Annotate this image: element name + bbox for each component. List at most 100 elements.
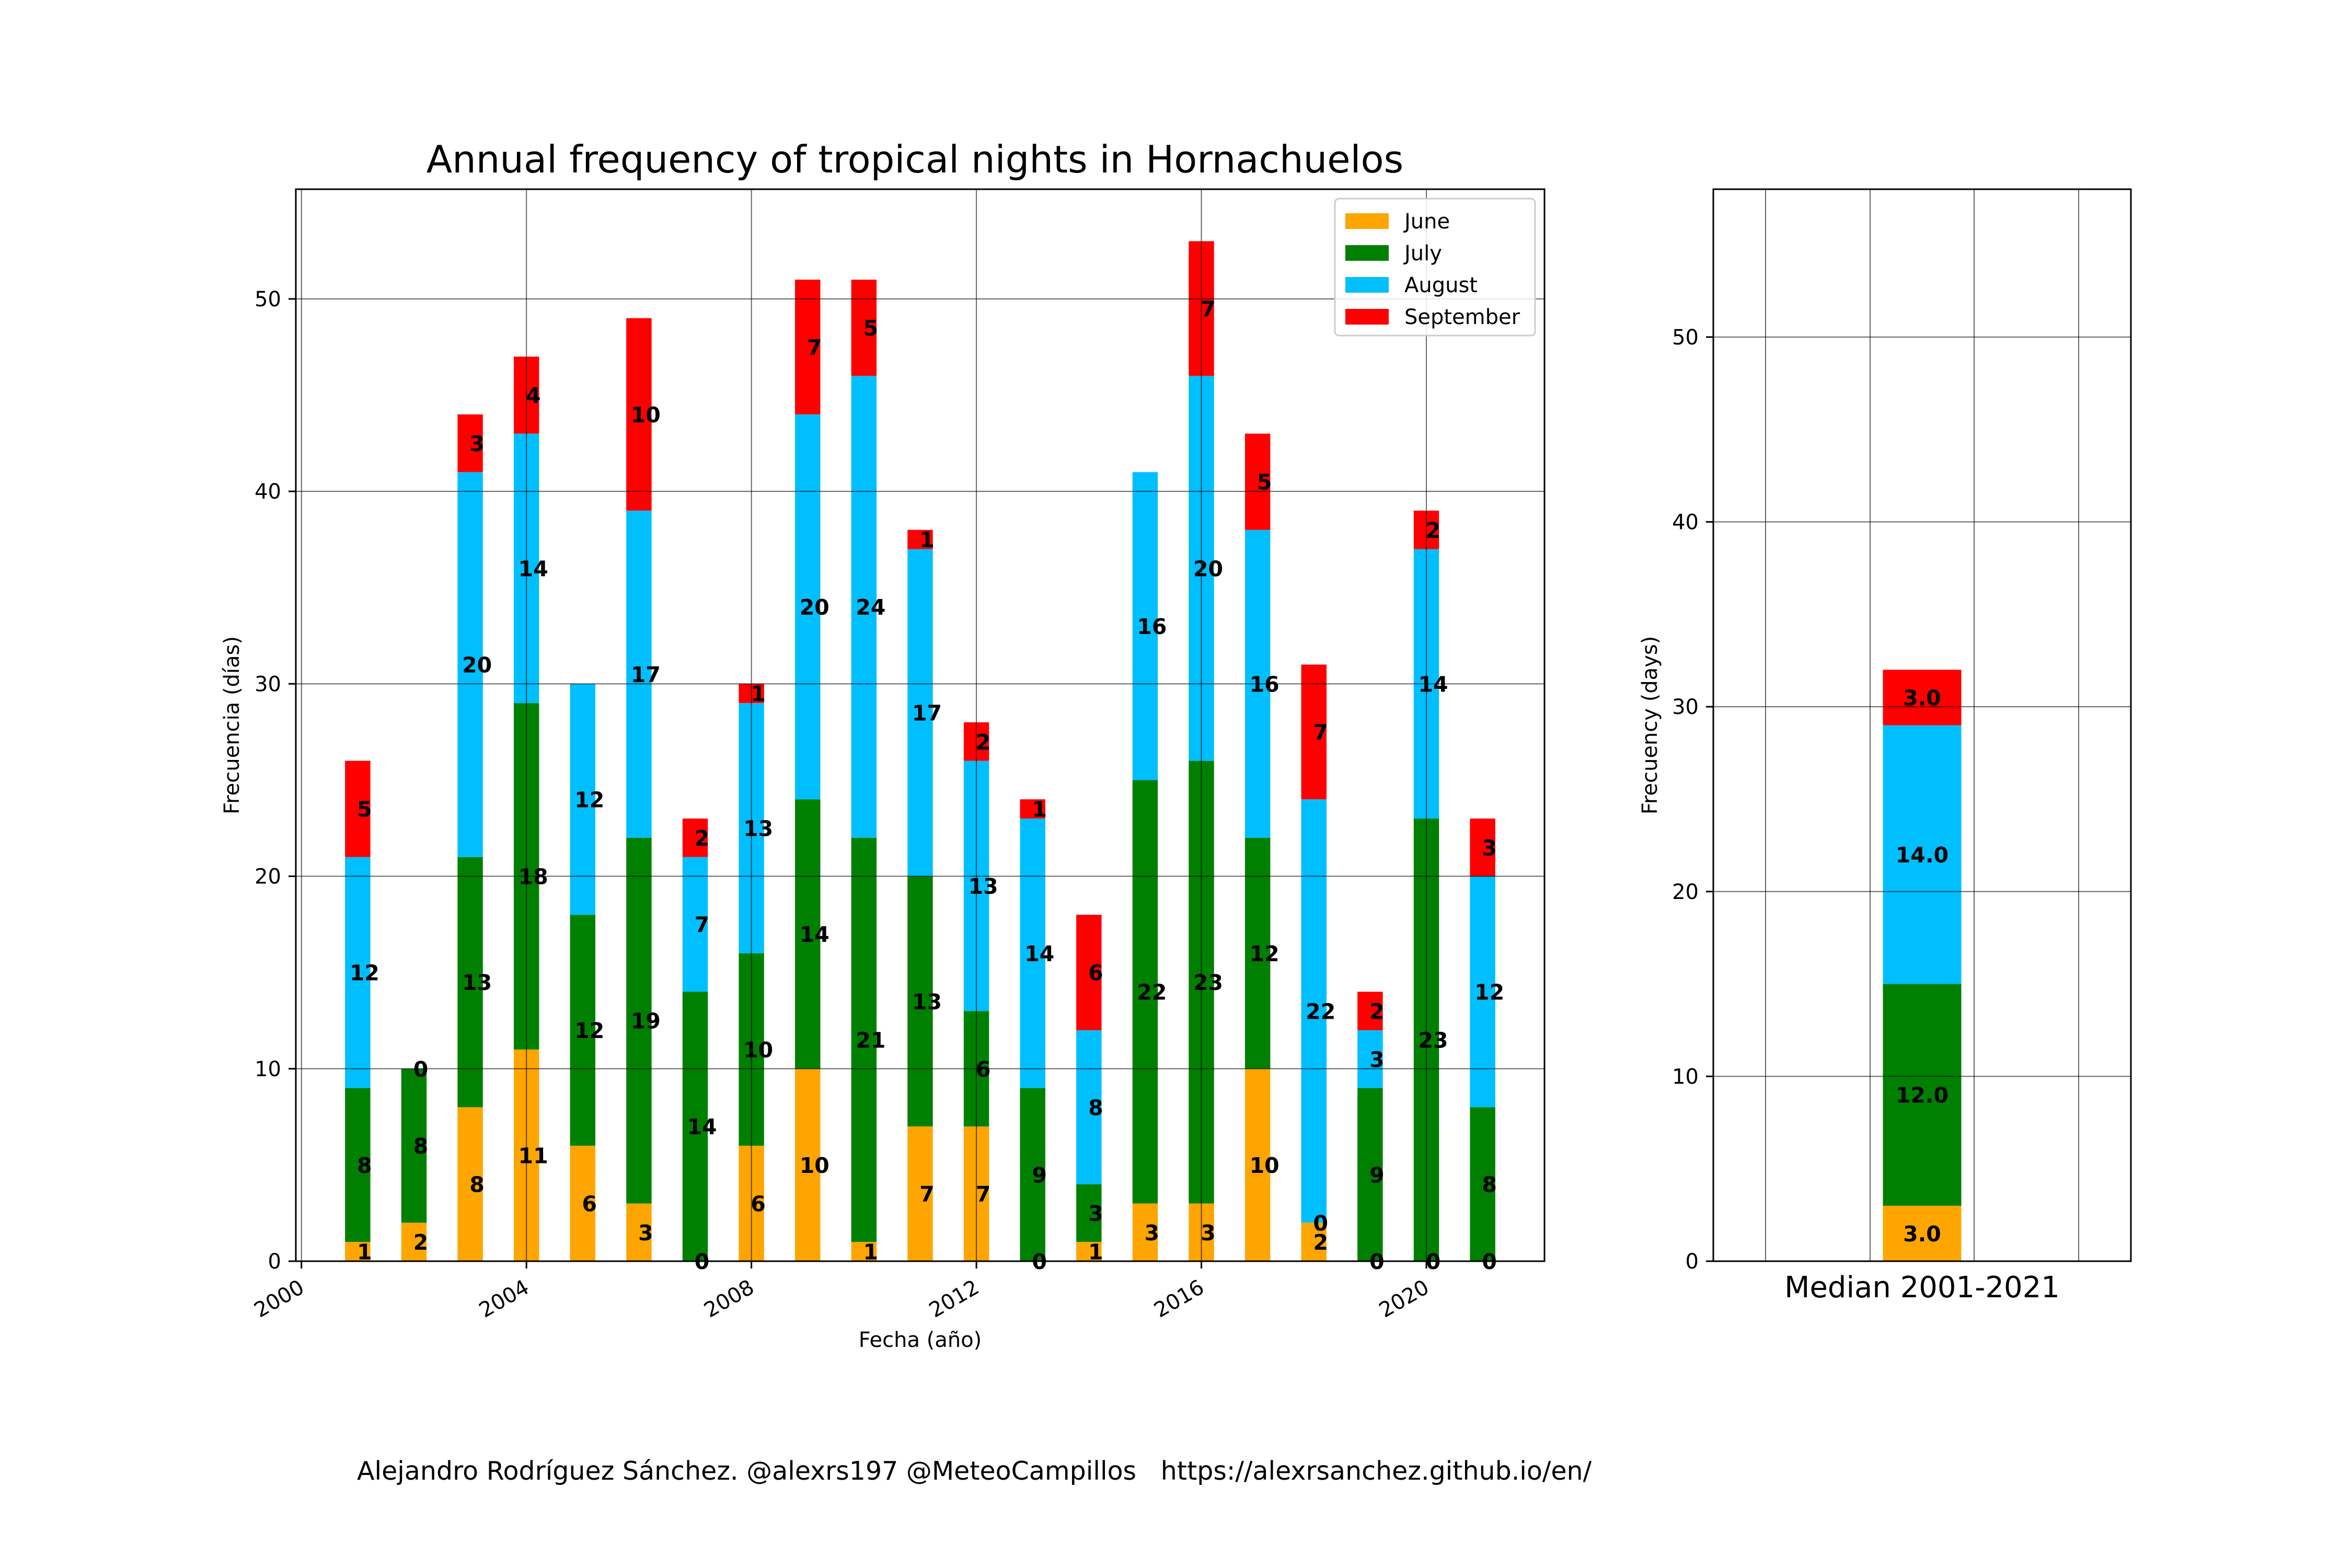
bar-label-august-2002: 0 [413,1057,429,1082]
x-tick-label: 2020 [1375,1275,1433,1323]
median-y-tick-label: 10 [1672,1065,1699,1089]
x-tick-label: 2008 [700,1275,758,1323]
bar-label-august-2009: 20 [800,595,829,620]
bar-label-june-2004: 11 [518,1143,548,1168]
bar-label-september-2014: 6 [1088,961,1103,986]
bar-label-august-2005: 12 [574,787,604,812]
legend-swatch-august [1345,277,1389,293]
bar-label-july-2004: 18 [518,864,548,890]
bar-june-2018 [1301,1223,1327,1261]
bar-july-2019 [1357,1088,1383,1261]
median-bar-june [1883,1205,1962,1261]
bar-august-2006 [626,510,652,838]
bar-label-september-2013: 1 [1032,797,1047,822]
bar-june-2010 [851,1242,877,1261]
bar-august-2009 [795,414,821,800]
bar-label-august-2006: 17 [631,662,661,687]
bar-label-july-2019: 9 [1369,1162,1385,1187]
bar-september-2018 [1301,664,1327,800]
bar-september-2010 [851,280,877,376]
median-label-june: 3.0 [1903,1221,1941,1247]
bar-june-2011 [907,1126,933,1261]
bar-june-2005 [570,1146,596,1261]
bar-label-september-2007: 2 [695,826,710,851]
bar-august-2014 [1076,1030,1102,1184]
bar-label-july-2018: 0 [1313,1210,1329,1236]
bar-september-2021 [1470,818,1495,877]
bar-label-september-2019: 2 [1369,999,1385,1024]
chart-title: Annual frequency of tropical nights in H… [426,137,1403,181]
bar-july-2021 [1470,1107,1495,1261]
bar-label-august-2013: 14 [1024,941,1054,966]
bar-label-august-2004: 14 [518,556,548,581]
bar-label-september-2003: 3 [469,431,485,456]
bar-september-2017 [1244,433,1271,530]
bar-label-september-2011: 1 [919,527,935,552]
bar-label-june-2017: 10 [1250,1153,1279,1178]
bar-august-2013 [1020,818,1045,1088]
median-y-tick-label: 40 [1672,511,1699,535]
bar-label-july-2013: 9 [1032,1162,1047,1187]
bar-label-june-2016: 3 [1201,1220,1216,1246]
bar-september-2011 [907,529,933,549]
legend-label-september: September [1404,305,1520,329]
bar-label-september-2017: 5 [1257,470,1272,495]
median-chart: 3.0 12.0 14.0 3.0 0 10 20 30 40 50 Median 2001-202… [1638,188,2132,1305]
bar-label-july-2011: 13 [912,989,942,1014]
y-tick-label: 30 [255,672,281,696]
bar-august-2007 [682,857,708,992]
bar-label-june-2015: 3 [1145,1220,1160,1246]
y-tick-label: 0 [268,1250,281,1274]
bar-label-august-2018: 22 [1306,999,1335,1024]
bar-july-2007 [682,991,708,1261]
bar-label-september-2004: 4 [526,383,541,408]
median-bar-july [1883,984,1962,1206]
legend: June July August September [1334,198,1536,337]
bar-august-2019 [1357,1030,1383,1088]
bar-june-2001 [345,1242,371,1261]
bar-label-july-2009: 14 [800,922,829,947]
bar-june-2017 [1244,1068,1271,1261]
bar-july-2011 [907,876,933,1127]
bar-label-september-2020: 2 [1426,518,1441,543]
legend-swatch-june [1345,213,1389,229]
median-label-september: 3.0 [1903,685,1941,710]
bar-label-september-2008: 1 [751,682,766,707]
bar-label-june-2006: 3 [638,1220,653,1246]
bar-label-july-2002: 8 [413,1134,429,1159]
bar-june-2002 [401,1223,427,1261]
bar-august-2018 [1301,799,1327,1223]
y-tick-label: 50 [255,287,281,312]
bar-label-june-2005: 6 [582,1192,597,1217]
bar-label-august-2020: 14 [1418,672,1448,697]
bar-label-july-2015: 22 [1137,979,1167,1005]
bar-label-july-2016: 23 [1193,970,1223,995]
bar-label-august-2021: 12 [1474,979,1504,1005]
bar-label-june-2009: 10 [800,1153,829,1178]
bar-label-august-2012: 13 [969,874,998,899]
median-bar-august [1883,725,1962,984]
bar-august-2001 [345,857,371,1088]
bar-august-2010 [851,376,877,838]
bar-label-august-2016: 20 [1193,556,1223,581]
legend-frame [1334,198,1536,337]
bar-label-june-2003: 8 [469,1172,485,1197]
bar-june-2015 [1132,1203,1158,1261]
bar-september-2014 [1076,915,1102,1031]
bar-label-august-2008: 13 [743,816,773,841]
bar-label-august-2015: 16 [1137,614,1167,639]
bar-september-2003 [457,414,483,472]
legend-label-july: July [1403,241,1442,266]
bar-july-2001 [345,1088,371,1242]
median-y-tick-label: 50 [1672,326,1699,350]
bar-label-september-2006: 10 [631,402,661,428]
bar-label-september-2018: 7 [1313,720,1329,745]
median-y-tick-label: 20 [1672,880,1699,904]
bar-label-july-2012: 6 [976,1057,991,1082]
bar-group [345,241,1495,1261]
median-y-tick-label: 0 [1686,1250,1699,1274]
bar-label-september-2010: 5 [863,316,879,341]
